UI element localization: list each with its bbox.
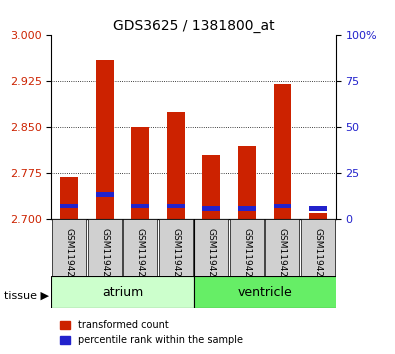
Text: GSM119429: GSM119429 <box>314 228 322 283</box>
Bar <box>96 60 114 219</box>
Text: GSM119427: GSM119427 <box>243 228 251 283</box>
Text: GSM119428: GSM119428 <box>278 228 287 283</box>
Text: GSM119422: GSM119422 <box>65 228 73 282</box>
Legend: transformed count, percentile rank within the sample: transformed count, percentile rank withi… <box>56 316 246 349</box>
Bar <box>96 193 114 198</box>
FancyBboxPatch shape <box>301 219 335 276</box>
Bar <box>60 204 78 209</box>
Bar <box>274 204 292 209</box>
FancyBboxPatch shape <box>159 219 193 276</box>
FancyBboxPatch shape <box>123 219 157 276</box>
Bar <box>131 204 149 209</box>
Bar <box>167 204 184 209</box>
Text: tissue ▶: tissue ▶ <box>4 291 49 301</box>
FancyBboxPatch shape <box>51 276 194 308</box>
Bar <box>131 127 149 219</box>
Text: GSM119424: GSM119424 <box>136 228 145 282</box>
FancyBboxPatch shape <box>230 219 264 276</box>
Text: GSM119426: GSM119426 <box>207 228 216 283</box>
Bar <box>202 206 220 211</box>
Text: GSM119425: GSM119425 <box>171 228 180 283</box>
Bar <box>274 85 292 219</box>
FancyBboxPatch shape <box>265 219 299 276</box>
FancyBboxPatch shape <box>194 276 354 308</box>
Bar <box>309 206 327 211</box>
Bar <box>238 206 256 211</box>
Bar <box>60 177 78 219</box>
Bar <box>238 146 256 219</box>
Text: GSM119423: GSM119423 <box>100 228 109 283</box>
Bar <box>309 213 327 219</box>
Bar <box>202 155 220 219</box>
Title: GDS3625 / 1381800_at: GDS3625 / 1381800_at <box>113 19 275 33</box>
Bar <box>167 112 184 219</box>
FancyBboxPatch shape <box>52 219 86 276</box>
FancyBboxPatch shape <box>88 219 122 276</box>
Text: atrium: atrium <box>102 286 143 298</box>
Text: ventricle: ventricle <box>237 286 292 298</box>
FancyBboxPatch shape <box>194 219 228 276</box>
